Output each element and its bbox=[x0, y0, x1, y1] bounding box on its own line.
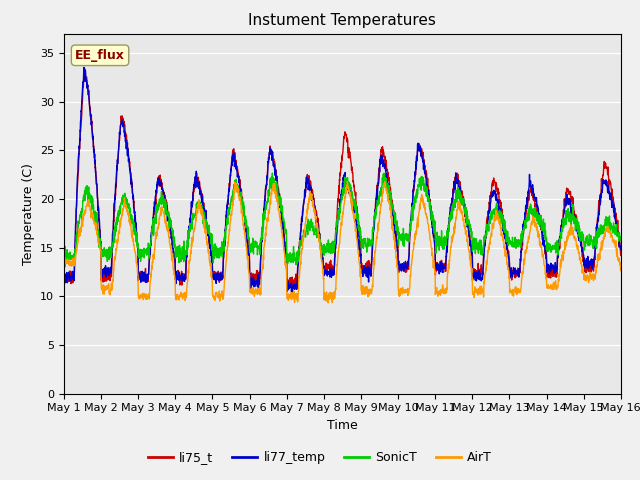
li77_temp bbox=[60, 271, 68, 277]
li77_temp bbox=[80, 64, 88, 70]
SonicT bbox=[568, 214, 576, 220]
li75_t bbox=[284, 285, 292, 290]
Y-axis label: Temperature (C): Temperature (C) bbox=[22, 163, 35, 264]
li77_temp bbox=[359, 274, 367, 279]
li77_temp bbox=[371, 213, 379, 218]
AirT bbox=[505, 267, 513, 273]
Text: EE_flux: EE_flux bbox=[75, 49, 125, 62]
SonicT bbox=[359, 244, 367, 250]
li77_temp bbox=[617, 244, 625, 250]
SonicT bbox=[216, 255, 223, 261]
SonicT bbox=[617, 237, 625, 243]
Line: li77_temp: li77_temp bbox=[64, 67, 621, 296]
AirT bbox=[359, 287, 367, 292]
li75_t bbox=[505, 248, 513, 254]
li77_temp bbox=[289, 293, 296, 299]
Title: Instument Temperatures: Instument Temperatures bbox=[248, 13, 436, 28]
Line: SonicT: SonicT bbox=[64, 173, 621, 267]
li75_t bbox=[568, 193, 576, 199]
li75_t bbox=[371, 207, 379, 213]
Line: li75_t: li75_t bbox=[64, 71, 621, 288]
SonicT bbox=[505, 237, 513, 242]
li75_t bbox=[584, 264, 591, 269]
Legend: li75_t, li77_temp, SonicT, AirT: li75_t, li77_temp, SonicT, AirT bbox=[143, 446, 497, 469]
SonicT bbox=[584, 240, 591, 245]
AirT bbox=[324, 300, 332, 306]
li77_temp bbox=[568, 214, 576, 219]
AirT bbox=[381, 179, 388, 184]
li75_t bbox=[60, 269, 68, 275]
li75_t bbox=[617, 252, 625, 258]
AirT bbox=[617, 268, 625, 274]
AirT bbox=[584, 276, 591, 281]
li75_t bbox=[81, 68, 89, 74]
AirT bbox=[216, 288, 223, 294]
li77_temp bbox=[505, 254, 513, 260]
li75_t bbox=[216, 279, 223, 285]
AirT bbox=[60, 258, 68, 264]
AirT bbox=[568, 227, 576, 233]
SonicT bbox=[269, 170, 276, 176]
SonicT bbox=[60, 256, 68, 262]
li75_t bbox=[359, 269, 367, 275]
AirT bbox=[371, 250, 379, 256]
li77_temp bbox=[216, 274, 223, 279]
li77_temp bbox=[584, 260, 591, 266]
Line: AirT: AirT bbox=[64, 181, 621, 303]
SonicT bbox=[371, 213, 379, 219]
SonicT bbox=[61, 264, 68, 270]
X-axis label: Time: Time bbox=[327, 419, 358, 432]
